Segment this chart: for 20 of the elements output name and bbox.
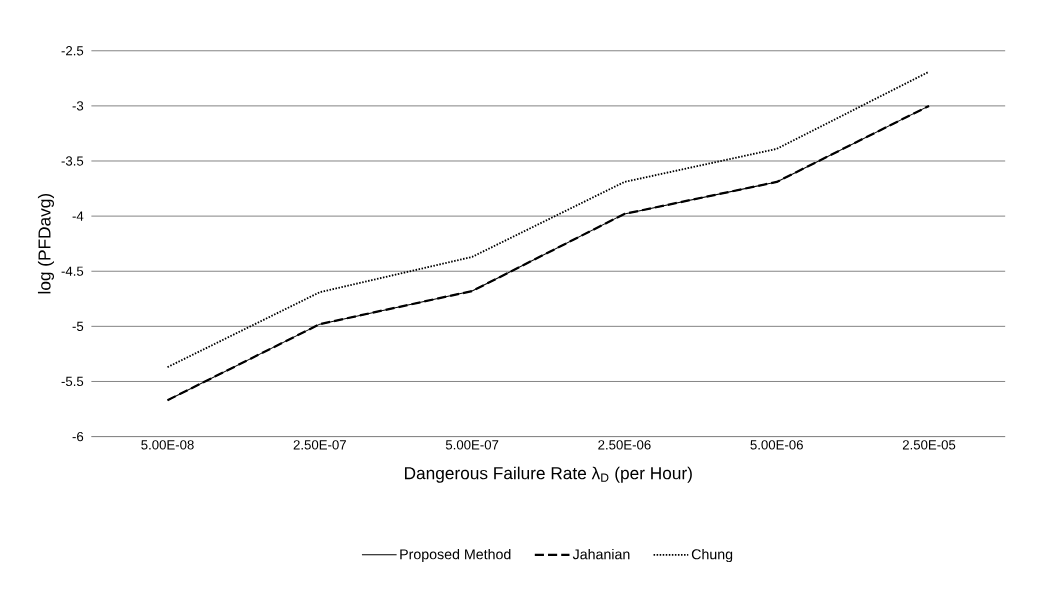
legend-label: Chung xyxy=(691,548,733,563)
y-tick-label: -5 xyxy=(72,321,84,331)
x-axis-title: Dangerous Failure Rate λ$_{D}$ (per Hour) xyxy=(405,466,692,483)
y-tick-label: -6 xyxy=(72,431,84,442)
legend-label: Jahanian xyxy=(572,548,630,560)
y-tick-label: -5.5 xyxy=(61,376,84,387)
y-tick-label: -4 xyxy=(72,211,84,221)
y-tick-label: -3 xyxy=(72,101,84,111)
line-series xyxy=(166,70,930,369)
x-tick-label: 2.50E-07 xyxy=(293,440,346,450)
y-tick-label: -2.5 xyxy=(61,46,84,56)
y-tick-label: -4.5 xyxy=(61,266,84,276)
legend-label: Proposed Method xyxy=(400,548,511,563)
x-tick-label: 2.50E-06 xyxy=(598,440,651,450)
x-tick-label: 2.50E-05 xyxy=(902,440,956,450)
x-tick-label: 5.00E-08 xyxy=(141,440,194,450)
y-tick-label: -3.5 xyxy=(61,156,84,166)
y-axis-title: log (PFDavg) xyxy=(37,193,55,294)
x-tick-label: 5.00E-07 xyxy=(445,440,499,450)
x-tick-label: 5.00E-06 xyxy=(750,440,803,450)
